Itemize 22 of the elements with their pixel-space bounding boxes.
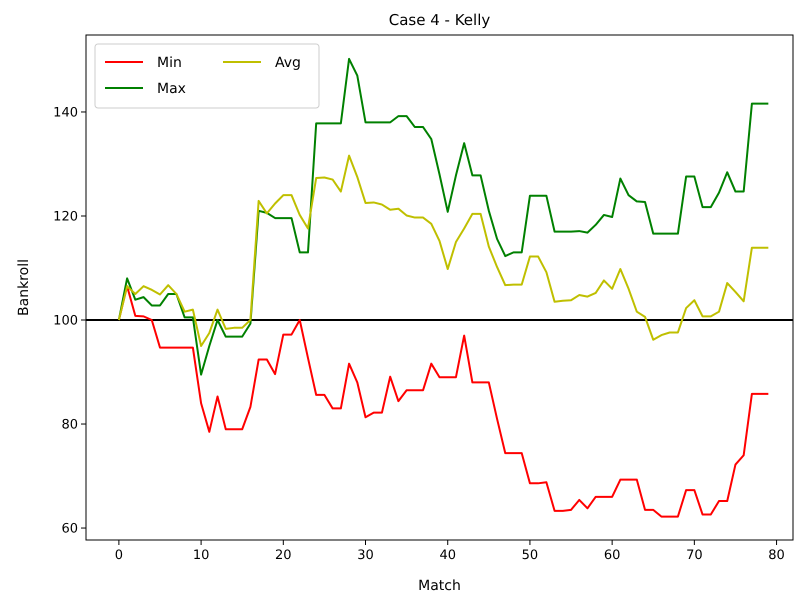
- x-tick-label: 0: [114, 548, 124, 563]
- y-tick-label: 140: [53, 106, 78, 121]
- y-tick-label: 60: [61, 522, 78, 537]
- x-tick-label: 30: [357, 548, 374, 563]
- y-tick-label: 80: [61, 418, 78, 433]
- legend-label: Min: [157, 54, 182, 71]
- x-tick-label: 80: [768, 548, 785, 563]
- line-series: [118, 154, 770, 348]
- x-axis-title: Match: [418, 578, 461, 594]
- x-tick-label: 10: [192, 548, 210, 563]
- y-tick-label: 120: [53, 210, 78, 225]
- x-tick-label: 50: [522, 548, 538, 563]
- chart-title: Case 4 - Kelly: [388, 11, 490, 29]
- x-tick-label: 40: [439, 548, 456, 563]
- x-tick-label: 60: [604, 548, 620, 563]
- legend-label: Avg: [275, 54, 301, 71]
- line-series: [118, 58, 770, 376]
- y-tick-label: 100: [53, 314, 78, 329]
- x-tick-label: 20: [275, 548, 292, 563]
- y-axis-title: Bankroll: [16, 259, 32, 316]
- legend-label: Max: [157, 80, 186, 97]
- x-tick-label: 70: [686, 548, 703, 563]
